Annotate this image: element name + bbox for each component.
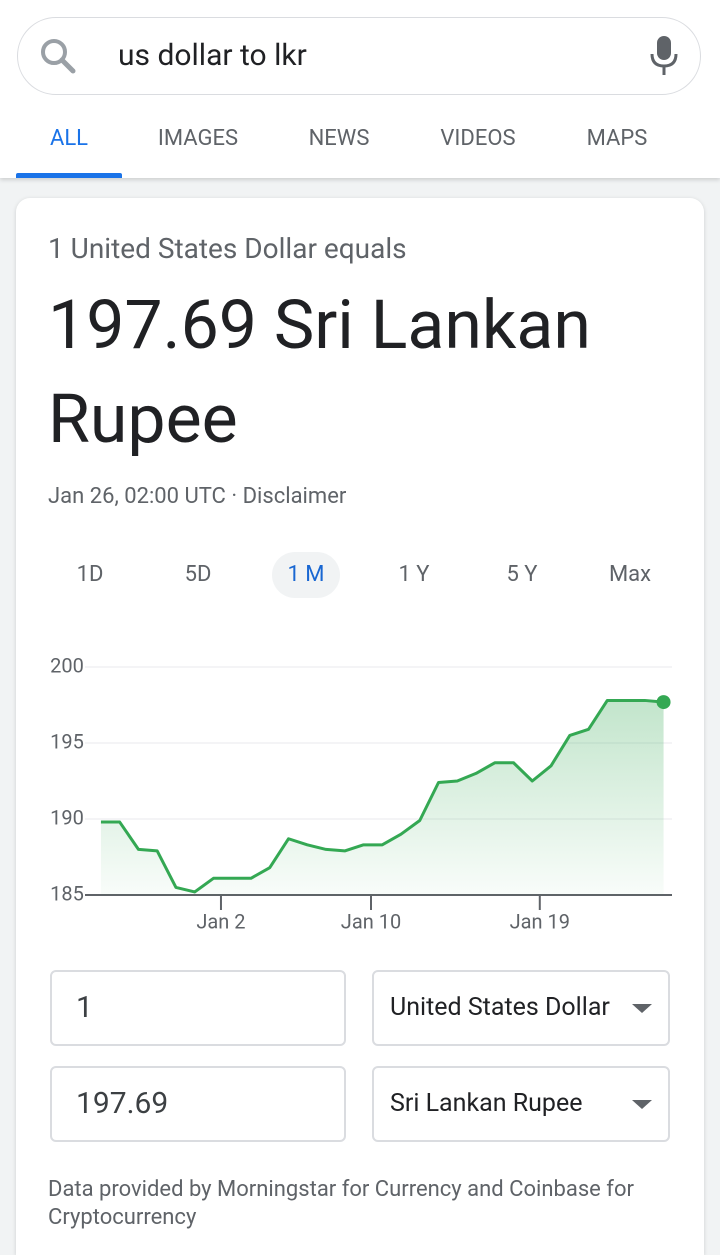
search-icon[interactable] <box>38 36 78 76</box>
tab[interactable]: VIDEOS <box>440 126 516 151</box>
separator: · <box>231 484 238 509</box>
search-box[interactable] <box>17 17 701 95</box>
header: us dollar to lkr ALL IMAGES NEWS VIDEOS … <box>0 0 720 178</box>
y-tick-label: 190 <box>50 805 84 829</box>
x-tick-label: Jan 19 <box>510 909 570 933</box>
range-button[interactable]: 5D <box>184 562 212 587</box>
currency-name: Sri Lankan Rupee <box>390 1089 583 1118</box>
x-tick-label: Jan 10 <box>341 909 401 933</box>
timestamp-line: Jan 26, 02:00 UTC · Disclaimer <box>48 484 346 509</box>
timestamp: Jan 26, 02:00 UTC <box>48 484 226 509</box>
last-point <box>656 695 671 710</box>
search-query[interactable]: us dollar to lkr <box>118 38 307 73</box>
y-tick-label: 185 <box>50 881 84 905</box>
tab[interactable]: ALL <box>49 126 89 151</box>
area-fill <box>100 700 664 895</box>
result-text: 197.69 Sri Lankan Rupee <box>48 285 591 459</box>
mic-icon[interactable] <box>648 34 680 78</box>
x-tick-label: Jan 2 <box>196 909 245 933</box>
footer-note: Data provided by Morningstar for Currenc… <box>48 1177 634 1230</box>
currency-select[interactable]: Sri Lankan Rupee <box>372 1066 670 1142</box>
amount-input[interactable]: 197.69 <box>50 1066 346 1142</box>
intro-text: 1 United States Dollar equals <box>48 232 407 265</box>
range-button[interactable]: 5 Y <box>506 562 538 587</box>
chart: 185 190 195 200 Jan 2 Jan 10 Jan 19 <box>50 653 672 933</box>
active-tab-indicator <box>16 173 122 178</box>
range-button[interactable]: 1 Y <box>398 562 430 587</box>
amount-input[interactable]: 1 <box>50 970 346 1046</box>
currency-select[interactable]: United States Dollar <box>372 970 670 1046</box>
range-button[interactable]: Max <box>608 562 652 587</box>
disclaimer-link[interactable]: Disclaimer <box>242 484 347 509</box>
tab[interactable]: IMAGES <box>157 126 239 151</box>
line <box>100 698 664 894</box>
tab[interactable]: MAPS <box>586 126 648 151</box>
y-tick-label: 195 <box>50 729 84 753</box>
currency-name: United States Dollar <box>390 993 610 1022</box>
y-tick-label: 200 <box>50 653 84 677</box>
range-button[interactable]: 1 M <box>272 552 340 598</box>
range-button[interactable]: 1D <box>76 562 104 587</box>
tab[interactable]: NEWS <box>308 126 370 151</box>
